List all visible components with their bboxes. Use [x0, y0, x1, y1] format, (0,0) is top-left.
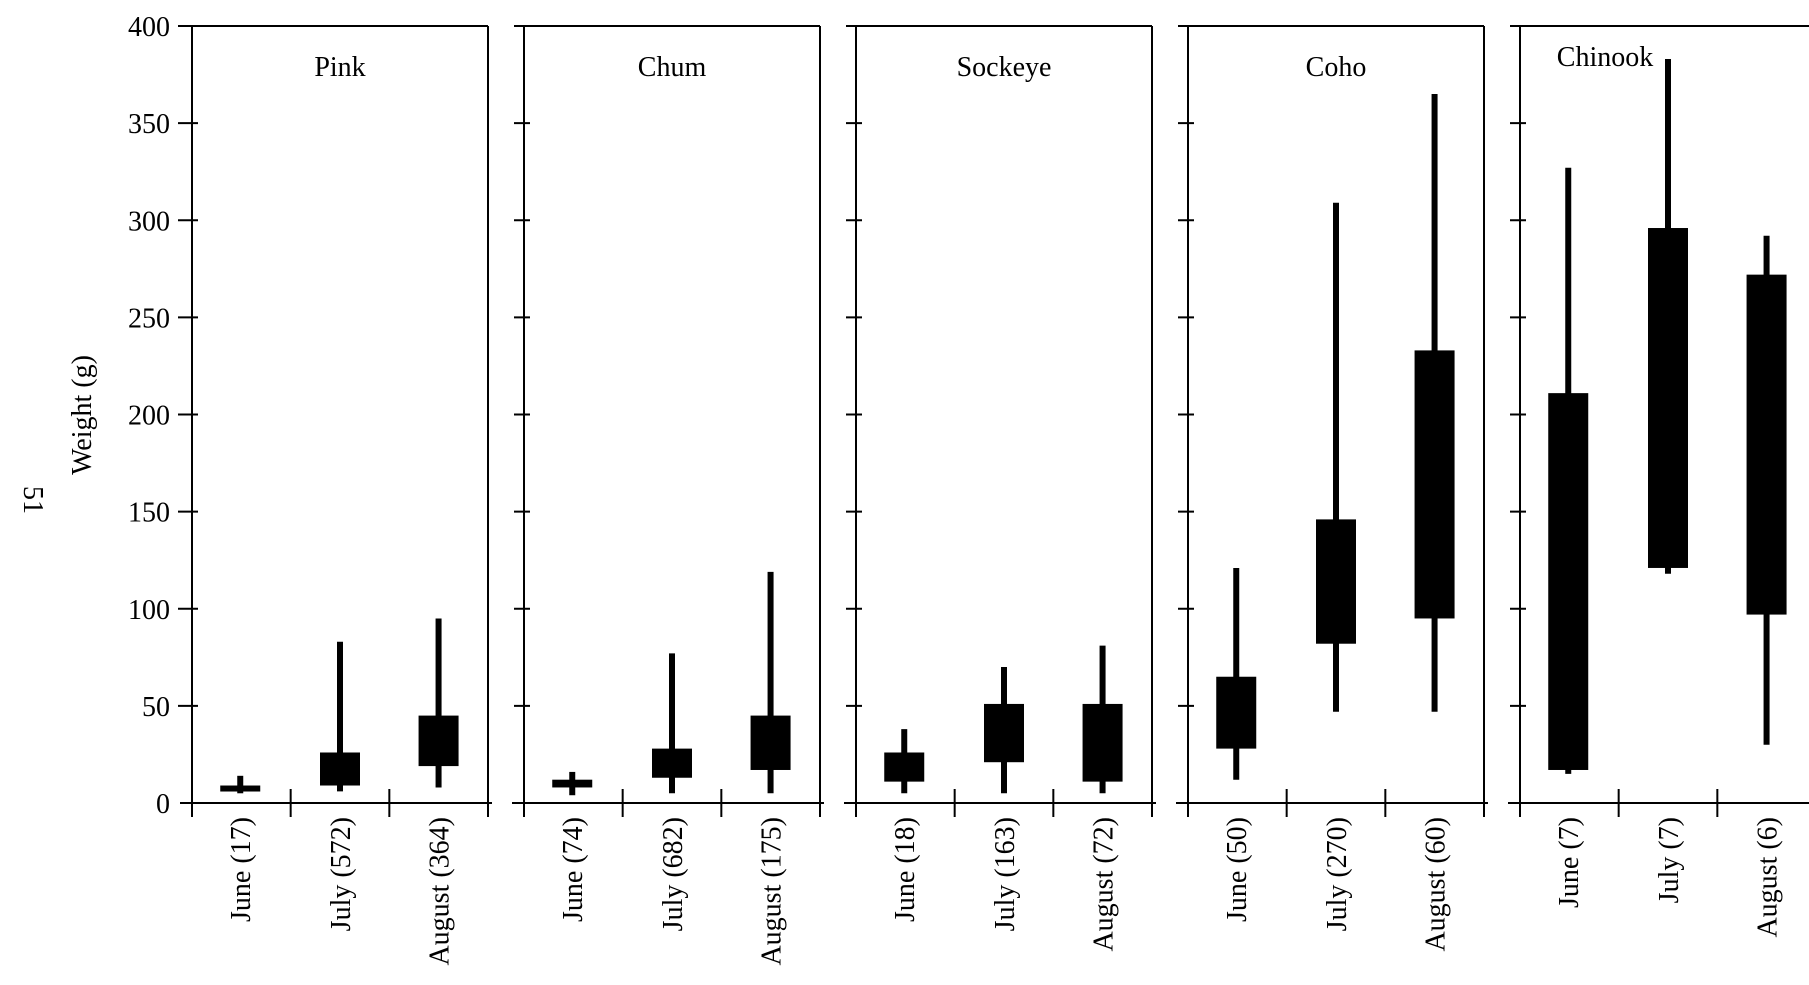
y-tick-label: 350 — [128, 109, 170, 140]
box — [1216, 676, 1257, 749]
box — [220, 785, 261, 792]
x-category-label: August (60) — [1421, 817, 1452, 952]
x-category-label: August (175) — [757, 817, 788, 966]
x-category-label: July (270) — [1322, 817, 1353, 931]
page-number: 51 — [17, 486, 48, 514]
x-category-label: August (6) — [1753, 817, 1784, 938]
x-category-label: June (7) — [1554, 817, 1585, 908]
frame-layer — [178, 25, 1809, 817]
panel-title: Coho — [1306, 52, 1367, 83]
box — [652, 748, 692, 778]
y-tick-label: 50 — [142, 692, 170, 723]
box-layer — [220, 59, 1787, 796]
box — [1746, 274, 1787, 615]
box — [1082, 703, 1123, 782]
text-layer: 51 Weight (g) 0 50 100 150 200 250 300 350 400 Pink… — [17, 12, 1784, 966]
y-tick-label: 300 — [128, 206, 170, 237]
box — [884, 752, 925, 782]
panel-title: Chinook — [1557, 42, 1653, 73]
x-category-label: July (7) — [1654, 817, 1685, 903]
y-tick-label: 100 — [128, 595, 170, 626]
panel-title: Chum — [638, 52, 707, 83]
x-category-label: June (17) — [226, 817, 257, 922]
y-tick-label: 150 — [128, 498, 170, 529]
x-category-label: June (50) — [1222, 817, 1253, 922]
box — [750, 715, 791, 770]
box — [552, 779, 593, 788]
box — [984, 703, 1024, 763]
x-category-label: June (18) — [890, 817, 921, 922]
y-tick-label: 0 — [156, 789, 170, 820]
box — [320, 752, 360, 786]
box — [1648, 228, 1688, 568]
box — [1414, 350, 1455, 619]
panel-title: Pink — [314, 52, 365, 83]
box — [1548, 393, 1589, 770]
y-tick-label: 400 — [128, 12, 170, 43]
x-category-label: June (74) — [558, 817, 589, 922]
box — [1316, 519, 1356, 644]
x-category-label: July (682) — [658, 817, 689, 931]
x-category-label: July (163) — [990, 817, 1021, 931]
x-category-label: August (72) — [1089, 817, 1120, 952]
x-category-label: August (364) — [425, 817, 456, 966]
y-tick-label: 200 — [128, 401, 170, 432]
y-tick-label: 250 — [128, 303, 170, 334]
panel-title: Sockeye — [957, 52, 1052, 83]
box — [418, 715, 459, 767]
x-category-label: July (572) — [326, 817, 357, 931]
y-axis-label: Weight (g) — [67, 355, 98, 475]
